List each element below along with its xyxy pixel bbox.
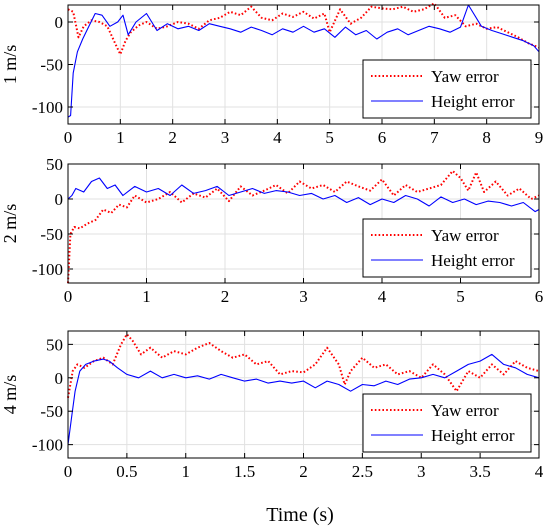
x-tick-label: 8 [482,128,491,147]
series-line-yaw-error [67,2,540,56]
series-line-height-error [67,4,540,118]
x-tick-label: 5 [456,287,465,306]
x-tick-label: 2.5 [352,462,373,481]
x-tick-label: 0 [64,287,73,306]
x-tick-label: 4 [378,287,387,306]
series-line-height-error [67,353,540,445]
chart-panel-1mps: 0 1 2 3 4 5 6 7 8 9 0 -50 -100 1 m/s Yaw error Height e… [0,2,544,147]
x-tick-label: 9 [535,128,544,147]
legend-label: Height error [431,426,515,445]
chart-panel-4mps: 0 0.5 1 1.5 2 2.5 3 3.5 4 50 0 -50 -100 4 m/s Yaw erro… [0,330,544,481]
legend: Yaw error Height error [362,59,532,119]
x-tick-label: 3.5 [470,462,491,481]
legend-box [362,218,532,278]
x-tick-label: 1 [116,128,125,147]
x-tick-label: 2 [168,128,177,147]
legend: Yaw error Height error [362,393,532,453]
series-line-yaw-error [67,333,540,398]
legend-label: Height error [431,92,515,111]
y-axis-label: 4 m/s [0,375,20,415]
y-tick-label: 50 [46,335,63,354]
y-tick-label: 0 [55,13,64,32]
x-axis-label: Time (s) [266,504,334,526]
y-tick-label: -100 [32,260,63,279]
series-line-height-error [67,177,540,213]
y-tick-label: -50 [40,56,63,75]
legend-label: Yaw error [431,226,499,245]
x-tick-label: 5 [325,128,334,147]
x-tick-label: 0.5 [116,462,137,481]
x-tick-label: 4 [535,462,544,481]
legend-label: Height error [431,251,515,270]
x-tick-label: 7 [430,128,439,147]
x-tick-label: 1 [182,462,191,481]
legend-box [362,393,532,453]
y-tick-label: 0 [55,369,64,388]
x-tick-label: 1.5 [234,462,255,481]
legend-label: Yaw error [431,401,499,420]
x-tick-label: 3 [417,462,426,481]
x-tick-label: 6 [535,287,544,306]
x-tick-label: 2 [299,462,308,481]
y-tick-label: -50 [40,225,63,244]
y-tick-label: -100 [32,98,63,117]
x-tick-label: 6 [378,128,387,147]
x-tick-label: 0 [64,128,73,147]
y-axis-label: 2 m/s [0,204,20,244]
legend-box [362,59,532,119]
y-tick-label: 50 [46,155,63,174]
legend-label: Yaw error [431,67,499,86]
chart-panel-2mps: 0 1 2 3 4 5 6 50 0 -50 -100 2 m/s Yaw error Height er… [0,155,543,306]
x-tick-label: 0 [64,462,73,481]
y-tick-label: -50 [40,402,63,421]
y-axis-label: 1 m/s [0,45,20,85]
x-tick-label: 4 [273,128,282,147]
y-tick-label: -100 [32,436,63,455]
legend: Yaw error Height error [362,218,532,278]
x-tick-label: 2 [221,287,230,306]
y-tick-label: 0 [55,190,64,209]
x-tick-label: 1 [142,287,151,306]
x-tick-label: 3 [299,287,308,306]
x-tick-label: 3 [221,128,230,147]
